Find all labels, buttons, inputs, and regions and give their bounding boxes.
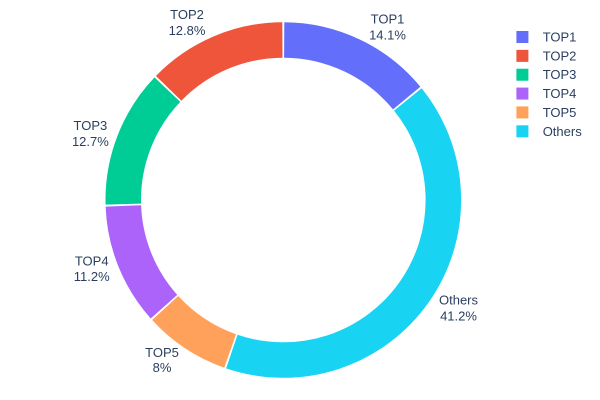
svg-text:Others: Others: [543, 124, 583, 139]
svg-text:TOP2: TOP2: [543, 48, 577, 63]
svg-text:12.7%: 12.7%: [72, 134, 109, 149]
svg-text:41.2%: 41.2%: [440, 308, 477, 323]
svg-text:TOP5: TOP5: [543, 105, 577, 120]
svg-text:14.1%: 14.1%: [369, 28, 406, 43]
svg-text:TOP1: TOP1: [543, 30, 577, 45]
svg-text:Others: Others: [439, 293, 479, 308]
svg-text:TOP4: TOP4: [75, 253, 109, 268]
svg-text:TOP1: TOP1: [371, 11, 405, 26]
svg-text:TOP5: TOP5: [145, 345, 179, 360]
svg-text:TOP2: TOP2: [170, 7, 204, 22]
svg-text:TOP4: TOP4: [543, 86, 577, 101]
svg-text:TOP3: TOP3: [74, 118, 108, 133]
svg-text:8%: 8%: [153, 360, 172, 375]
svg-text:TOP3: TOP3: [543, 67, 577, 82]
svg-text:11.2%: 11.2%: [74, 269, 110, 284]
svg-text:12.8%: 12.8%: [169, 23, 206, 38]
